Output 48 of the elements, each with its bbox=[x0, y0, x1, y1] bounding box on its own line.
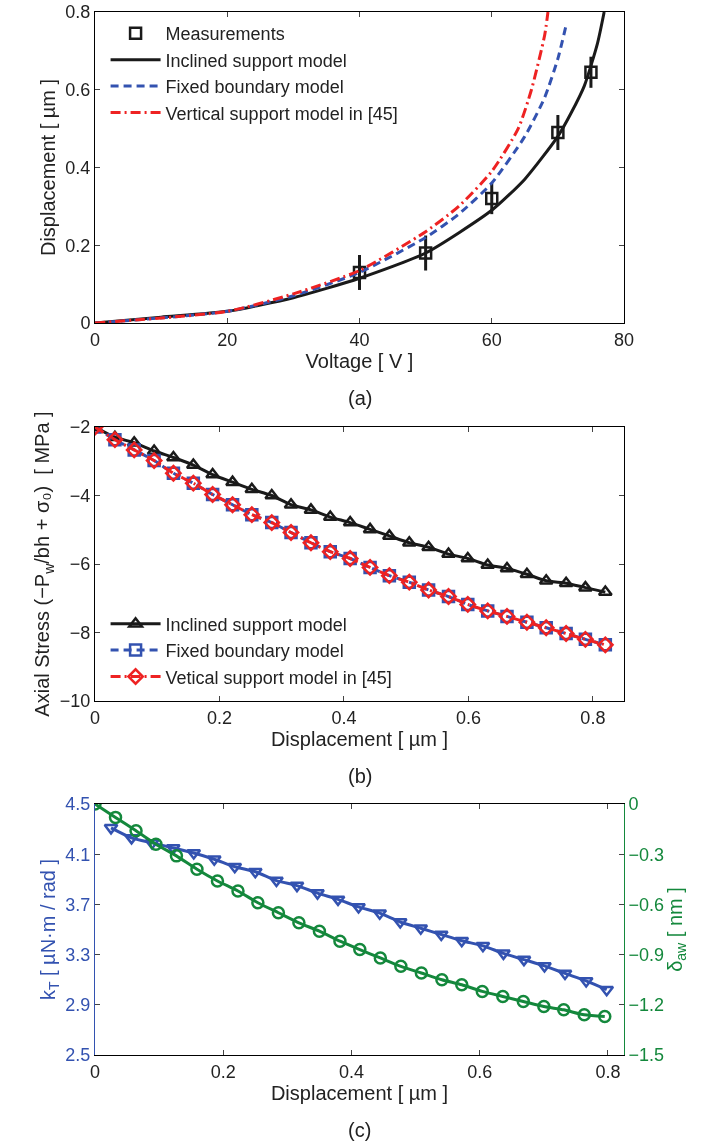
y-tick-label: 2.9 bbox=[65, 995, 91, 1016]
y-tick-label: 4.5 bbox=[65, 794, 91, 815]
text: (a) bbox=[348, 387, 373, 409]
x-tick-label: 0.2 bbox=[210, 1061, 236, 1082]
x-tick-label: 0.2 bbox=[206, 707, 232, 728]
legend-label: Vetical support model in [45] bbox=[165, 667, 392, 688]
legend-label: Fixed boundary model bbox=[165, 641, 344, 662]
y2-tick-label: −0.9 bbox=[628, 944, 665, 965]
y-tick-label: −4 bbox=[69, 485, 91, 506]
x-axis-title: Displacement [ µm ] bbox=[270, 1081, 449, 1104]
y-tick-label: 0 bbox=[80, 313, 91, 334]
y-tick-label: 0.6 bbox=[65, 80, 91, 101]
x-axis-title: Voltage [ V ] bbox=[305, 349, 414, 372]
y-tick-label: 3.7 bbox=[65, 894, 91, 915]
y-tick-label: 2.5 bbox=[65, 1045, 91, 1066]
legend-label: Inclined support model bbox=[165, 50, 347, 71]
y-tick-label: −10 bbox=[59, 691, 91, 712]
legend-label: Vertical support model in [45] bbox=[165, 103, 398, 124]
y2-tick-label: −1.5 bbox=[628, 1045, 665, 1066]
x-tick-label: 80 bbox=[613, 329, 635, 350]
y-tick-label: −6 bbox=[69, 554, 91, 575]
y-tick-label: 3.3 bbox=[65, 944, 91, 965]
y-tick-label: 0.2 bbox=[65, 235, 91, 256]
x-tick-label: 0.4 bbox=[331, 707, 357, 728]
text: (b) bbox=[348, 765, 373, 787]
y-tick-label: −8 bbox=[69, 622, 91, 643]
y-tick-label: 0.4 bbox=[65, 157, 91, 178]
y-tick-label: 0.8 bbox=[65, 2, 91, 23]
y2-tick-label: 0 bbox=[628, 794, 639, 815]
legend-label: Fixed boundary model bbox=[165, 77, 344, 98]
y-axis-title: Displacement [ µm ] bbox=[36, 78, 59, 257]
y2-tick-label: −0.3 bbox=[628, 844, 665, 865]
x-tick-label: 0.8 bbox=[580, 707, 606, 728]
y-tick-label: 4.1 bbox=[65, 844, 91, 865]
x-tick-label: 0.8 bbox=[595, 1061, 621, 1082]
x-tick-label: 60 bbox=[481, 329, 502, 350]
legend-label: Inclined support model bbox=[165, 614, 347, 635]
y2-tick-label: −0.6 bbox=[628, 894, 665, 915]
y-tick-label: −2 bbox=[69, 417, 91, 438]
x-tick-label: 0.6 bbox=[467, 1061, 493, 1082]
x-tick-label: 0.4 bbox=[338, 1061, 364, 1082]
x-axis-title: Displacement [ µm ] bbox=[270, 727, 449, 750]
legend-label: Measurements bbox=[165, 24, 285, 45]
x-tick-label: 20 bbox=[217, 329, 238, 350]
x-tick-label: 40 bbox=[349, 329, 370, 350]
y2-tick-label: −1.2 bbox=[628, 995, 665, 1016]
text: (c) bbox=[348, 1119, 372, 1141]
x-tick-label: 0.6 bbox=[455, 707, 481, 728]
